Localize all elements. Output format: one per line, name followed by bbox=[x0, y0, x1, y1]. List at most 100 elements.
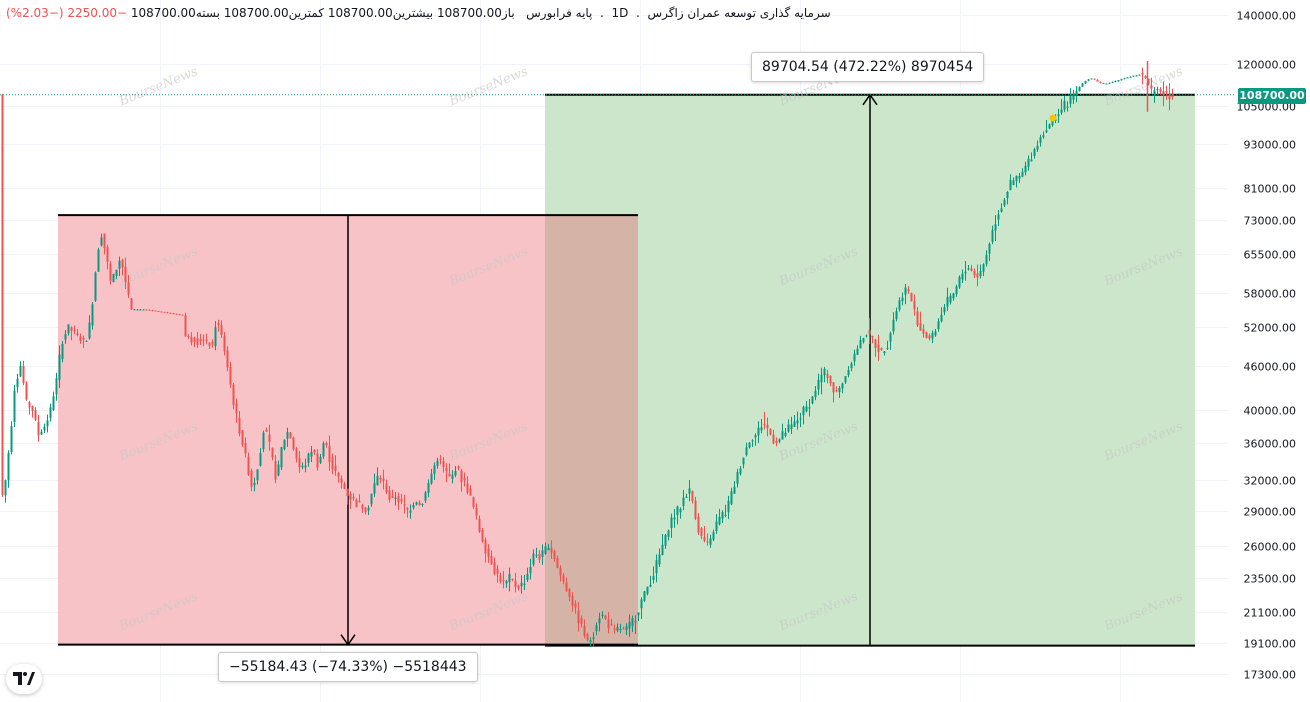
candle-body bbox=[1069, 96, 1072, 104]
candle-body bbox=[805, 406, 808, 412]
candle-body bbox=[145, 309, 148, 311]
candle-body bbox=[685, 496, 688, 499]
candle-body bbox=[577, 610, 580, 623]
candle-body bbox=[373, 483, 376, 494]
candle-body bbox=[400, 498, 403, 502]
candle-body bbox=[508, 574, 511, 583]
candle-body bbox=[1138, 74, 1141, 76]
candle-body bbox=[931, 332, 934, 339]
candle-body bbox=[220, 325, 223, 335]
candle-body bbox=[274, 461, 277, 480]
candle-body bbox=[709, 538, 712, 545]
candle-body bbox=[268, 434, 271, 442]
candle-body bbox=[199, 338, 202, 342]
candle-body bbox=[88, 322, 91, 339]
y-tick-label: 58000.00 bbox=[1244, 288, 1297, 301]
candle-body bbox=[61, 343, 64, 360]
candle-body bbox=[682, 497, 685, 506]
candle-body bbox=[64, 333, 67, 340]
candle-body bbox=[496, 568, 499, 575]
candle-body bbox=[283, 439, 286, 450]
candle-body bbox=[973, 270, 976, 276]
candle-body bbox=[292, 437, 295, 450]
candle-body bbox=[493, 562, 496, 574]
candle-body bbox=[883, 351, 886, 354]
rise-measure-label: 89704.54 (472.22%) 8970454 bbox=[751, 52, 985, 82]
candle-body bbox=[940, 314, 943, 322]
candle-body bbox=[196, 338, 199, 345]
candle-body bbox=[280, 446, 283, 468]
candle-body bbox=[307, 453, 310, 463]
candle-body bbox=[1000, 208, 1003, 212]
candle-body bbox=[316, 453, 319, 468]
candle-body bbox=[223, 335, 226, 352]
high-label: بیشترین bbox=[392, 6, 434, 20]
candle-body bbox=[847, 370, 850, 376]
candle-body bbox=[520, 582, 523, 587]
candle-body bbox=[1096, 79, 1099, 82]
candle-body bbox=[13, 390, 16, 423]
open-label: باز bbox=[501, 6, 515, 20]
candle-body bbox=[889, 333, 892, 342]
candle-body bbox=[304, 465, 307, 468]
candle-body bbox=[787, 424, 790, 432]
candle-body bbox=[694, 500, 697, 519]
candle-body bbox=[1141, 72, 1144, 75]
y-tick-label: 140000.00 bbox=[1237, 10, 1297, 23]
candle-body bbox=[91, 304, 94, 326]
candle-body bbox=[97, 249, 100, 272]
candle-body bbox=[349, 493, 352, 500]
candle-body bbox=[925, 332, 928, 338]
candle-body bbox=[1009, 179, 1012, 191]
candle-body bbox=[958, 276, 961, 288]
candle-body bbox=[853, 353, 856, 362]
candle-body bbox=[1126, 77, 1129, 79]
candle-body bbox=[688, 488, 691, 494]
tradingview-icon bbox=[13, 672, 35, 685]
y-tick-label: 81000.00 bbox=[1244, 183, 1297, 196]
candle-body bbox=[499, 575, 502, 582]
candle-body bbox=[148, 309, 151, 311]
candle-body bbox=[742, 457, 745, 465]
candle-body bbox=[616, 626, 619, 631]
y-tick-label: 17300.00 bbox=[1244, 669, 1297, 682]
candle-body bbox=[835, 390, 838, 392]
candle-body bbox=[547, 547, 550, 551]
interval-label[interactable]: 1D bbox=[611, 6, 629, 20]
candle-body bbox=[58, 354, 61, 380]
candle-body bbox=[310, 451, 313, 457]
candle-body bbox=[664, 535, 667, 546]
candle-body bbox=[208, 342, 211, 346]
candle-body bbox=[952, 293, 955, 299]
candle-body bbox=[235, 403, 238, 414]
candle-body bbox=[739, 468, 742, 474]
candle-body bbox=[916, 311, 919, 326]
candle-body bbox=[580, 618, 583, 625]
candle-body bbox=[313, 449, 316, 453]
candle-body bbox=[799, 418, 802, 420]
candle-body bbox=[502, 579, 505, 581]
candle-body bbox=[118, 260, 121, 269]
candle-body bbox=[763, 424, 766, 426]
tradingview-logo[interactable] bbox=[6, 664, 42, 694]
candle-body bbox=[676, 506, 679, 515]
candle-body bbox=[391, 496, 394, 499]
candle-body bbox=[1102, 83, 1105, 85]
candle-body bbox=[934, 331, 937, 336]
symbol-name: سرمایه گذاری توسعه عمران زاگرس bbox=[647, 6, 831, 20]
candle-body bbox=[703, 536, 706, 542]
candle-body bbox=[247, 456, 250, 475]
candle-body bbox=[979, 271, 982, 277]
candle-body bbox=[4, 480, 7, 496]
candle-body bbox=[460, 470, 463, 483]
last-price-tag: 108700.00 bbox=[1238, 88, 1306, 104]
candle-body bbox=[1081, 83, 1084, 87]
candle-body bbox=[76, 333, 79, 336]
candle-body bbox=[886, 347, 889, 349]
candle-body bbox=[745, 447, 748, 456]
candle-body bbox=[124, 266, 127, 283]
candle-body bbox=[418, 502, 421, 506]
candle-body bbox=[808, 407, 811, 409]
event-marker bbox=[1049, 114, 1057, 122]
